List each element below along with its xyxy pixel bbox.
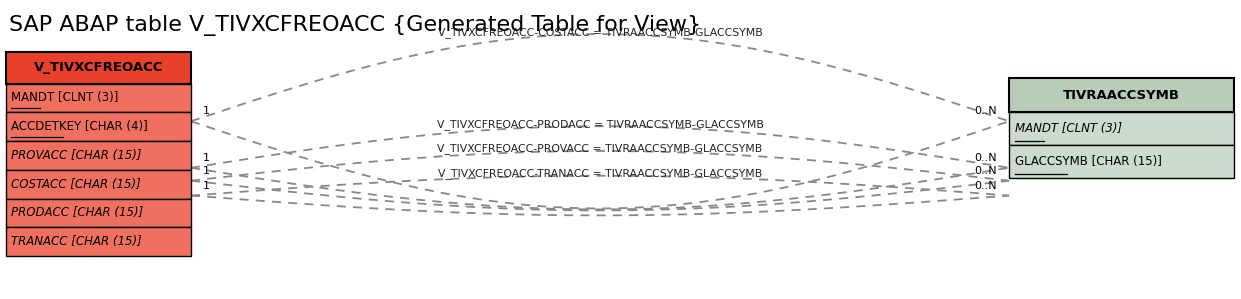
Text: MANDT [CLNT (3)]: MANDT [CLNT (3)]: [1015, 122, 1122, 135]
Text: V_TIVXCFREOACC-TRANACC = TIVRAACCSYMB-GLACCSYMB: V_TIVXCFREOACC-TRANACC = TIVRAACCSYMB-GL…: [438, 168, 762, 179]
Text: GLACCSYMB [CHAR (15)]: GLACCSYMB [CHAR (15)]: [1015, 155, 1162, 168]
Bar: [1009, 78, 1234, 112]
Bar: [6, 170, 191, 199]
Text: 1: 1: [204, 181, 210, 191]
Bar: [6, 199, 191, 227]
Text: V_TIVXCFREOACC-PROVACC = TIVRAACCSYMB-GLACCSYMB: V_TIVXCFREOACC-PROVACC = TIVRAACCSYMB-GL…: [437, 144, 763, 155]
Text: PROVACC [CHAR (15)]: PROVACC [CHAR (15)]: [11, 149, 141, 162]
Text: MANDT [CLNT (3)]: MANDT [CLNT (3)]: [11, 91, 119, 104]
Text: 0..N: 0..N: [974, 153, 998, 163]
Bar: [6, 52, 191, 84]
Bar: [1009, 145, 1234, 178]
Text: TRANACC [CHAR (15)]: TRANACC [CHAR (15)]: [11, 235, 143, 248]
Text: 0..N: 0..N: [974, 181, 998, 191]
Bar: [6, 227, 191, 256]
Text: 0..N: 0..N: [974, 106, 998, 116]
Bar: [1009, 112, 1234, 145]
Bar: [6, 141, 191, 170]
Text: V_TIVXCFREOACC-PRODACC = TIVRAACCSYMB-GLACCSYMB: V_TIVXCFREOACC-PRODACC = TIVRAACCSYMB-GL…: [437, 119, 763, 130]
Text: V_TIVXCFREOACC-COSTACC = TIVRAACCSYMB-GLACCSYMB: V_TIVXCFREOACC-COSTACC = TIVRAACCSYMB-GL…: [438, 27, 762, 38]
Text: 0..N: 0..N: [974, 166, 998, 176]
Text: SAP ABAP table V_TIVXCFREOACC {Generated Table for View}: SAP ABAP table V_TIVXCFREOACC {Generated…: [10, 15, 701, 36]
Text: 1: 1: [204, 106, 210, 116]
Text: TIVRAACCSYMB: TIVRAACCSYMB: [1062, 89, 1180, 102]
Bar: [6, 84, 191, 112]
Text: V_TIVXCFREOACC: V_TIVXCFREOACC: [34, 61, 164, 74]
Text: ACCDETKEY [CHAR (4)]: ACCDETKEY [CHAR (4)]: [11, 120, 148, 133]
Text: COSTACC [CHAR (15)]: COSTACC [CHAR (15)]: [11, 178, 141, 191]
Text: PRODACC [CHAR (15)]: PRODACC [CHAR (15)]: [11, 206, 144, 219]
Text: 1: 1: [204, 153, 210, 163]
Text: 1: 1: [204, 166, 210, 176]
Bar: [6, 112, 191, 141]
